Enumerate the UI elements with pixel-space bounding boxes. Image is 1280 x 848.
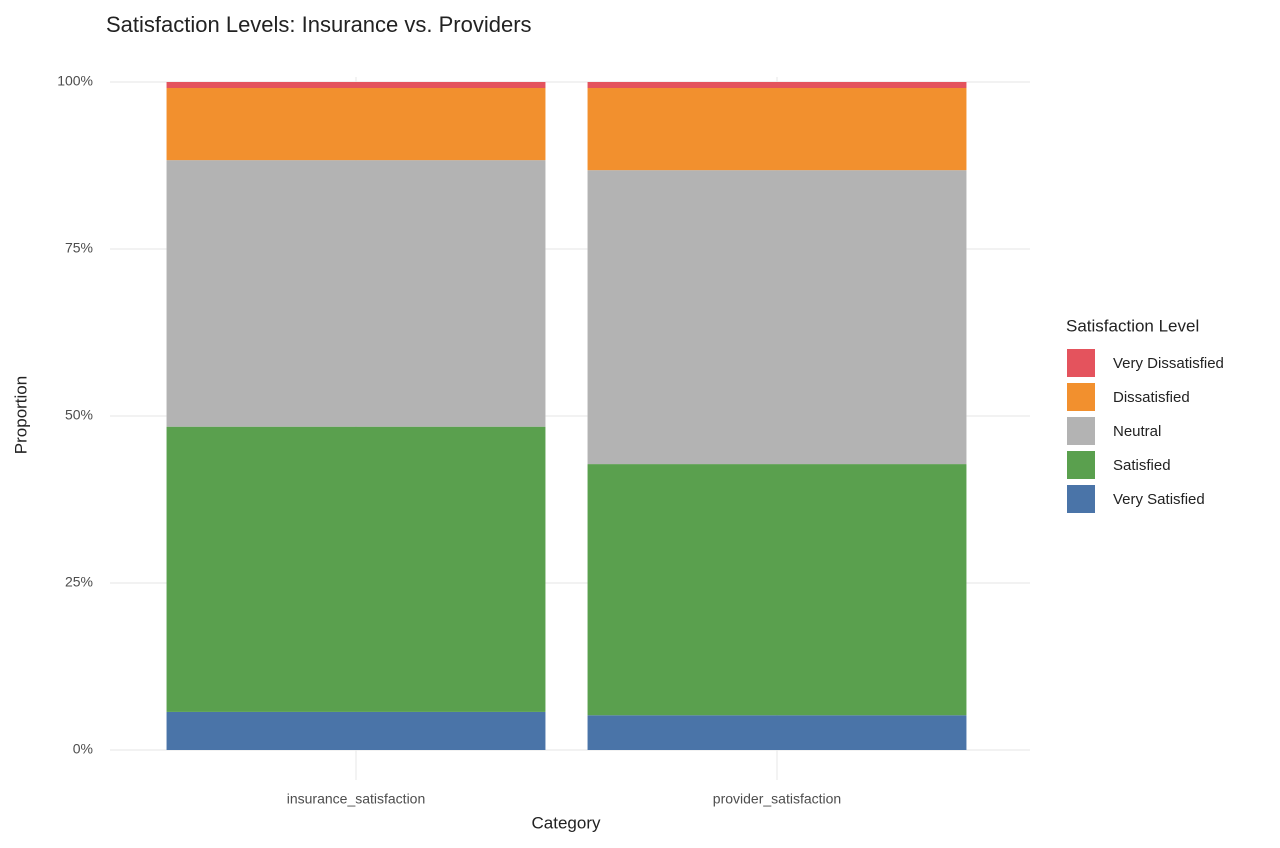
legend-label: Dissatisfied <box>1113 389 1190 406</box>
legend-key <box>1067 417 1095 445</box>
y-tick-label: 100% <box>57 73 93 89</box>
bar-segment <box>166 426 546 712</box>
legend-key <box>1067 349 1095 377</box>
bar-segment <box>587 170 967 465</box>
legend-key <box>1067 383 1095 411</box>
legend-key <box>1067 485 1095 513</box>
x-axis-title: Category <box>532 813 601 832</box>
x-tick-label: insurance_satisfaction <box>287 791 426 807</box>
bar-segment <box>166 88 546 161</box>
bar-segment <box>166 82 546 89</box>
bar-segment <box>587 88 967 171</box>
y-tick-label: 75% <box>65 240 93 256</box>
bar-segment <box>166 711 546 750</box>
legend-title: Satisfaction Level <box>1066 316 1199 335</box>
legend-label: Satisfied <box>1113 457 1171 474</box>
legend-key <box>1067 451 1095 479</box>
bar-segment <box>587 715 967 750</box>
bar-segment <box>587 464 967 716</box>
bar-segment <box>166 160 546 427</box>
legend-label: Very Dissatisfied <box>1113 355 1224 372</box>
bar-segment <box>587 82 967 89</box>
legend-label: Very Satisfied <box>1113 491 1205 508</box>
y-tick-label: 25% <box>65 574 93 590</box>
y-axis-title: Proportion <box>11 376 30 454</box>
chart-title: Satisfaction Levels: Insurance vs. Provi… <box>106 12 532 37</box>
y-tick-label: 50% <box>65 407 93 423</box>
x-tick-label: provider_satisfaction <box>713 791 841 807</box>
y-tick-label: 0% <box>73 741 93 757</box>
legend-label: Neutral <box>1113 423 1161 440</box>
